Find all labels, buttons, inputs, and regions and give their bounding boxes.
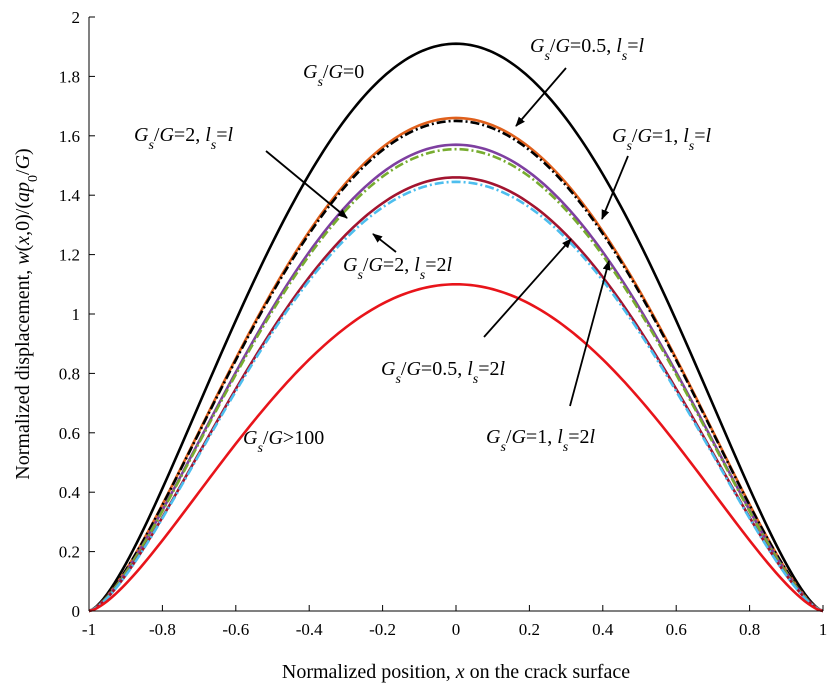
annotation-arrow [483, 238, 572, 338]
y-tick-label: 0.4 [59, 483, 81, 502]
axes [88, 17, 823, 612]
y-axis-title-w: w [12, 251, 34, 265]
x-tick-label: -0.4 [296, 620, 323, 639]
x-axis-title-var: x [455, 661, 465, 683]
series-line-4 [88, 147, 824, 613]
annotation-arrow [601, 155, 629, 220]
series-line-0 [88, 42, 824, 613]
y-tick-label: 0.8 [59, 364, 80, 383]
y-tick-label: 0 [72, 602, 81, 621]
y-tick-label: 2 [72, 8, 81, 27]
x-tick-label: 0.4 [592, 620, 614, 639]
y-tick-label: 1.2 [59, 246, 80, 265]
curve-annotations: Gs/G=0 Gs/G=0.5, ls=l Gs/G=1, ls=l Gs/G=2, … [134, 35, 712, 456]
annotation-label: Gs/G=2, ls=l [134, 124, 234, 153]
y-axis-title-part-3: ,0)/( [12, 202, 34, 236]
annotation-arrow [265, 150, 348, 219]
annotation-label: Gs/G=2, ls=2l [343, 254, 453, 283]
y-ticks: 0 0.2 0.4 0.6 0.8 1 1.2 1.4 1.6 1.8 2 [59, 8, 95, 621]
y-tick-label: 1.4 [59, 186, 81, 205]
series-line-6 [88, 180, 824, 613]
annotation-arrow [569, 260, 611, 407]
x-tick-label: 0.8 [739, 620, 760, 639]
x-tick-label: 1 [819, 620, 828, 639]
y-tick-label: 1 [72, 305, 81, 324]
annotation-label: Gs/G=0.5, ls=2l [381, 358, 506, 387]
y-axis-title-part-2: ( [12, 244, 34, 251]
x-axis-title-part-1: Normalized position, [282, 661, 456, 683]
y-axis-title: Normalized displacement, w(x,0)/(ap0/G) [12, 148, 41, 479]
y-axis-title-part-4: / [12, 169, 34, 175]
y-axis-title-sub: 0 [26, 175, 41, 182]
x-ticks: -1 -0.8 -0.6 -0.4 -0.2 0 0.2 0.4 0.6 0.8 1 [82, 605, 827, 639]
annotation-arrow [372, 233, 397, 253]
y-axis-title-g: G [12, 154, 34, 169]
x-axis-title-part-2: on the crack surface [465, 661, 631, 683]
annotation-label: Gs/G=0.5, ls=l [530, 35, 645, 64]
x-tick-label: 0.2 [519, 620, 540, 639]
annotation-arrow [515, 67, 567, 127]
x-tick-label: -0.2 [369, 620, 396, 639]
y-axis-title-part-1: Normalized displacement, [12, 265, 34, 480]
series-line-7 [88, 282, 824, 613]
series-line-2 [88, 119, 824, 613]
y-tick-label: 0.6 [59, 424, 80, 443]
x-axis-title: Normalized position, x on the crack surf… [282, 661, 630, 683]
x-tick-label: -1 [82, 620, 96, 639]
y-tick-label: 0.2 [59, 543, 80, 562]
y-tick-label: 1.6 [59, 127, 80, 146]
annotation-label: Gs/G=1, ls=l [612, 125, 712, 154]
x-tick-label: 0 [452, 620, 461, 639]
y-axis-title-part-5: ) [12, 148, 34, 155]
y-axis-title-x: x [12, 236, 34, 246]
x-tick-label: -0.6 [222, 620, 249, 639]
y-tick-label: 1.8 [59, 67, 80, 86]
y-axis-title-ap: ap [12, 182, 34, 202]
annotation-label: Gs/G>100 [243, 427, 324, 456]
series-lines [88, 42, 824, 613]
x-tick-label: -0.8 [149, 620, 176, 639]
annotation-label: Gs/G=0 [303, 61, 364, 90]
annotation-label: Gs/G=1, ls=2l [486, 426, 596, 455]
series-line-5 [88, 176, 824, 613]
x-tick-label: 0.6 [666, 620, 687, 639]
